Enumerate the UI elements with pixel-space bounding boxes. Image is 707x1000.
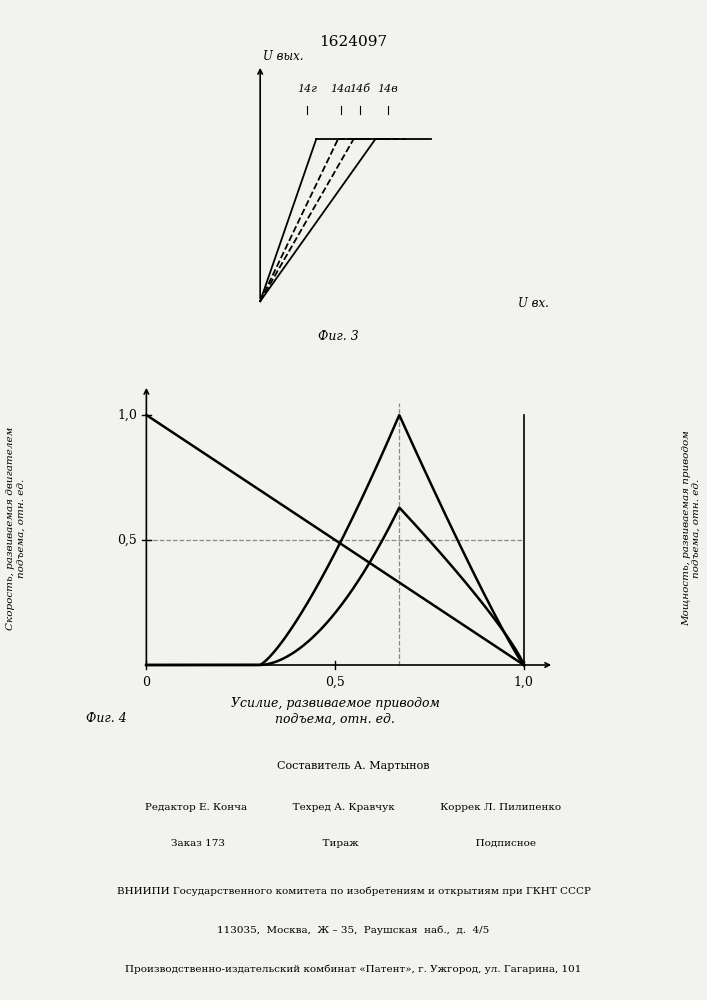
- Text: U вых.: U вых.: [263, 50, 304, 63]
- Text: 14а: 14а: [331, 84, 351, 94]
- Text: 0,5: 0,5: [117, 534, 137, 546]
- Text: ВНИИПИ Государственного комитета по изобретениям и открытиям при ГКНТ СССР: ВНИИПИ Государственного комитета по изоб…: [117, 886, 590, 896]
- Text: 1,0: 1,0: [117, 408, 137, 422]
- Text: 1624097: 1624097: [320, 35, 387, 49]
- Text: Заказ 173                              Тираж                                    : Заказ 173 Тираж: [171, 840, 536, 848]
- Text: Производственно-издательский комбинат «Патент», г. Ужгород, ул. Гагарина, 101: Производственно-издательский комбинат «П…: [125, 964, 582, 974]
- Text: 0,5: 0,5: [325, 676, 345, 689]
- Text: Редактор Е. Конча              Техред А. Кравчук              Коррек Л. Пилипенк: Редактор Е. Конча Техред А. Кравчук Корр…: [146, 803, 561, 812]
- Text: 14г: 14г: [297, 84, 317, 94]
- Text: Фиг. 4: Фиг. 4: [86, 712, 127, 726]
- Text: 14б: 14б: [349, 84, 370, 94]
- Text: Усилие, развиваемое приводом
подъема, отн. ед.: Усилие, развиваемое приводом подъема, от…: [230, 698, 440, 726]
- Text: U вх.: U вх.: [518, 297, 549, 310]
- Text: 14в: 14в: [378, 84, 398, 94]
- Text: Мощность, развиваемая приводом
подъема, отн. ед.: Мощность, развиваемая приводом подъема, …: [682, 430, 701, 626]
- Text: 113035,  Москва,  Ж – 35,  Раушская  наб.,  д.  4/5: 113035, Москва, Ж – 35, Раушская наб., д…: [217, 925, 490, 935]
- Text: Фиг. 3: Фиг. 3: [317, 330, 358, 344]
- Text: 0: 0: [142, 676, 151, 689]
- Text: Составитель А. Мартынов: Составитель А. Мартынов: [277, 761, 430, 771]
- Text: Скорость, развиваемая двигателем
подъема, отн. ед.: Скорость, развиваемая двигателем подъема…: [6, 426, 25, 630]
- Text: 1,0: 1,0: [514, 676, 534, 689]
